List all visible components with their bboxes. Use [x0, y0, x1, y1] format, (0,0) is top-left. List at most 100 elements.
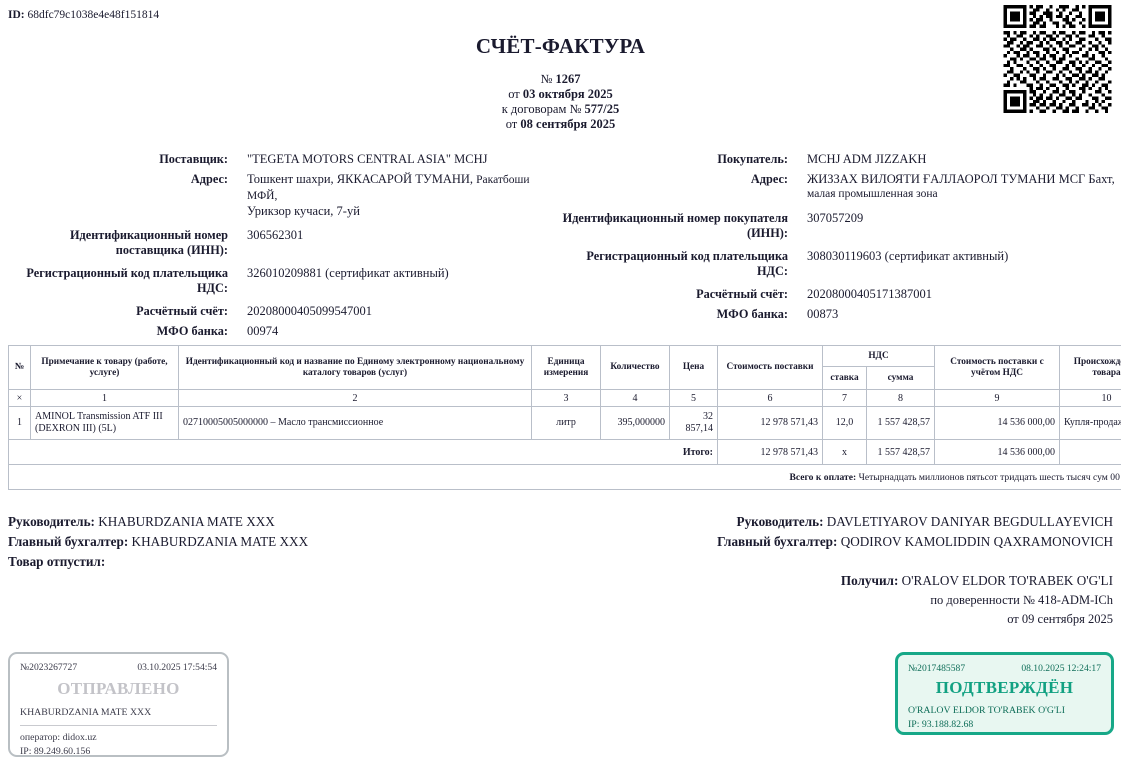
supplier-address-row: Адрес: Тошкент шахри, ЯККАСАРОЙ ТУМАНИ, … — [0, 172, 560, 219]
supplier-name-row: Поставщик: "TEGETA MOTORS CENTRAL ASIA" … — [0, 152, 560, 167]
table-header-row: № Примечание к товару (работе, услуге) И… — [8, 345, 1121, 390]
supplier-address-line1: Тошкент шахри, ЯККАСАРОЙ ТУМАНИ, — [247, 172, 474, 186]
row-vat-amount: 1 557 428,57 — [866, 406, 935, 440]
items-table: № Примечание к товару (работе, услуге) И… — [8, 345, 1121, 490]
buyer-accountant-line: Главный бухгалтер: QODIROV KAMOLIDDIN QA… — [717, 532, 1113, 552]
supplier-director-name: KHABURDZANIA MATE XXX — [98, 514, 275, 529]
supplier-name-value: "TEGETA MOTORS CENTRAL ASIA" MCHJ — [247, 152, 488, 166]
signature-spacer — [717, 552, 1113, 571]
row-sum: 12 978 571,43 — [717, 406, 823, 440]
grand-total-text: Четырнадцать миллионов пятьсот тридцать … — [858, 471, 1121, 483]
totals-vat-amount: 1 557 428,57 — [866, 439, 935, 465]
buyer-vat-value: 308030119603 (сертификат активный) — [807, 249, 1009, 263]
supplier-director-label: Руководитель: — [8, 514, 95, 529]
receiver-line: Получил: O'RALOV ELDOR TO'RABEK O'G'LI — [717, 571, 1113, 591]
signatures-right: Руководитель: DAVLETIYAROV DANIYAR BEGDU… — [717, 512, 1113, 629]
buyer-address-label: Адрес: — [750, 172, 788, 186]
th-code: Идентификационный код и название по Един… — [178, 345, 532, 390]
document-id: ID: 68dfc79c1038e4e48f151814 — [8, 9, 159, 21]
th-sum: Стоимость поставки — [717, 345, 823, 390]
buyer-mfo-value: 00873 — [807, 307, 839, 321]
contract-line: к договорам № 577/25 — [0, 102, 1121, 117]
invoice-date-prefix: от — [508, 87, 520, 101]
totals-origin — [1059, 439, 1121, 465]
goods-released-label: Товар отпустил: — [8, 554, 106, 569]
confirmed-datetime: 08.10.2025 12:24:17 — [1021, 663, 1101, 674]
sent-divider — [20, 725, 217, 726]
buyer-accountant-name: QODIROV KAMOLIDDIN QAXRAMONOVICH — [840, 534, 1113, 549]
supplier-accountant-label: Главный бухгалтер: — [8, 534, 129, 549]
invoice-number-line: № 1267 — [0, 72, 1121, 87]
contract-date-line: от 08 сентября 2025 — [0, 117, 1121, 132]
supplier-address-value: Тошкент шахри, ЯККАСАРОЙ ТУМАНИ, Ракатбо… — [228, 172, 560, 219]
th-price: Цена — [669, 345, 718, 390]
th-qty: Количество — [600, 345, 670, 390]
document-meta: № 1267 от 03 октября 2025 к договорам № … — [0, 72, 1121, 132]
supplier-account-value: 20208000405099547001 — [247, 304, 372, 318]
num-4: 4 — [600, 389, 670, 407]
grand-total-label: Всего к оплате: — [789, 471, 857, 483]
num-1: 1 — [30, 389, 179, 407]
sent-signer-name: KHABURDZANIA MATE XXX — [20, 707, 152, 718]
proxy-date-line: от 09 сентября 2025 — [1007, 612, 1113, 626]
supplier-block: Поставщик: "TEGETA MOTORS CENTRAL ASIA" … — [0, 152, 560, 344]
buyer-address-row: Адрес: ЖИЗЗАХ ВИЛОЯТИ ҒАЛЛАОРОЛ ТУМАНИ М… — [560, 172, 1120, 202]
supplier-vat-row: Регистрационный код плательщика НДС: 326… — [0, 266, 560, 295]
buyer-vat-row: Регистрационный код плательщика НДС: 308… — [560, 249, 1120, 278]
parties-section: Поставщик: "TEGETA MOTORS CENTRAL ASIA" … — [0, 152, 1121, 344]
buyer-inn-value: 307057209 — [807, 211, 864, 225]
supplier-account-label: Расчётный счёт: — [136, 304, 228, 318]
num-5: 5 — [669, 389, 718, 407]
supplier-inn-row: Идентификационный номер поставщика (ИНН)… — [0, 228, 560, 257]
buyer-director-line: Руководитель: DAVLETIYAROV DANIYAR BEGDU… — [717, 512, 1113, 532]
supplier-address-line2: Урикзор кучаси, 7-уй — [247, 204, 360, 218]
buyer-address-value: ЖИЗЗАХ ВИЛОЯТИ ҒАЛЛАОРОЛ ТУМАНИ МСГ Бахт… — [788, 172, 1120, 202]
sent-status: ОТПРАВЛЕНО — [57, 679, 180, 698]
num-10: 10 — [1059, 389, 1121, 407]
buyer-account-row: Расчётный счёт: 20208000405171387001 — [560, 287, 1120, 302]
buyer-mfo-row: МФО банка: 00873 — [560, 307, 1120, 322]
th-total: Стоимость поставки с учётом НДС — [934, 345, 1060, 390]
grand-total-cell: Всего к оплате: Четырнадцать миллионов п… — [8, 464, 1121, 490]
row-unit: литр — [531, 406, 601, 440]
confirmed-signer-name: O'RALOV ELDOR TO'RABEK O'G'LI — [908, 705, 1066, 716]
th-origin: Происхождение товара — [1059, 345, 1121, 390]
row-vat-rate: 12,0 — [822, 406, 867, 440]
th-vat-group: НДС — [822, 345, 935, 367]
row-total: 14 536 000,00 — [934, 406, 1060, 440]
row-code: 02710005005000000 – Масло трансмиссионно… — [178, 406, 532, 440]
invoice-number: 1267 — [555, 72, 581, 86]
num-6: 6 — [717, 389, 823, 407]
supplier-name-label: Поставщик: — [159, 152, 228, 166]
supplier-vat-label: Регистрационный код плательщика НДС: — [26, 266, 228, 295]
document-id-label: ID: — [8, 9, 25, 21]
contract-date-prefix: от — [505, 117, 518, 131]
totals-row: Итого: 12 978 571,43 х 1 557 428,57 14 5… — [8, 439, 1121, 465]
buyer-address-line2: малая промышленная зона — [807, 188, 938, 200]
qr-code-icon — [1001, 5, 1114, 113]
buyer-block: Покупатель: MCHJ ADM JIZZAKH Адрес: ЖИЗЗ… — [560, 152, 1120, 344]
buyer-name-label: Покупатель: — [717, 152, 788, 166]
goods-released-line: Товар отпустил: — [8, 552, 308, 572]
row-price: 32 857,14 — [669, 406, 718, 440]
buyer-mfo-label: МФО банка: — [716, 307, 788, 321]
invoice-date: 03 октября 2025 — [522, 87, 613, 101]
totals-total: 14 536 000,00 — [934, 439, 1060, 465]
num-0: × — [8, 389, 31, 407]
num-8: 8 — [866, 389, 935, 407]
receiver-label: Получил: — [840, 573, 899, 588]
num-7: 7 — [822, 389, 867, 407]
supplier-accountant-name: KHABURDZANIA MATE XXX — [131, 534, 309, 549]
th-idx: № — [8, 345, 31, 390]
buyer-account-value: 20208000405171387001 — [807, 287, 932, 301]
supplier-vat-value: 326010209881 (сертификат активный) — [247, 266, 449, 280]
sent-top-row: №2023267727 03.10.2025 17:54:54 — [20, 662, 217, 674]
num-2: 2 — [178, 389, 532, 407]
invoice-date-line: от 03 октября 2025 — [0, 87, 1121, 102]
proxy-line: по доверенности № 418-ADM-ICh — [930, 593, 1113, 607]
buyer-name-row: Покупатель: MCHJ ADM JIZZAKH — [560, 152, 1120, 167]
contract-date: 08 сентября 2025 — [520, 117, 616, 131]
th-vat-rate: ставка — [822, 366, 867, 390]
row-origin: Купля-продажа — [1059, 406, 1121, 440]
document-id-value: 68dfc79c1038e4e48f151814 — [27, 9, 160, 21]
